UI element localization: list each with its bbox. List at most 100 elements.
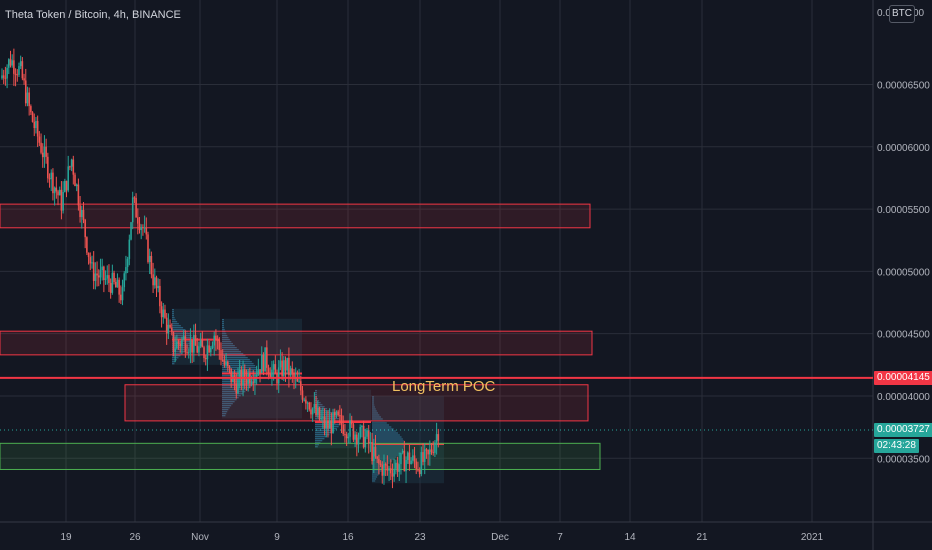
candle-body [181, 339, 183, 347]
candle-body [33, 121, 36, 129]
candle-body [269, 373, 272, 378]
candle-body [60, 189, 63, 211]
candle-body [80, 209, 83, 218]
candle-body [145, 227, 148, 235]
candle-body [41, 152, 44, 158]
candle-body [69, 166, 71, 168]
candle-body [259, 369, 261, 374]
candle-countdown: 02:43:28 [874, 438, 919, 453]
candle-body [4, 77, 7, 79]
candle-body [215, 335, 217, 340]
candle-body [82, 209, 85, 220]
candle-body [371, 441, 373, 462]
candle-body [125, 267, 127, 274]
candle-body [316, 407, 319, 415]
candle-body [228, 365, 231, 369]
candle-body [415, 461, 418, 470]
candle-body [167, 324, 170, 334]
candle-body [369, 441, 372, 444]
candle-body [252, 382, 255, 384]
y-tick-label: 0.00003500 [877, 454, 930, 465]
y-tick-label: 0.00005000 [877, 267, 930, 278]
candle-body [350, 420, 353, 425]
candle-body [65, 180, 68, 191]
candle-body [14, 73, 17, 75]
candle-body [94, 273, 97, 281]
candle-body [296, 377, 299, 382]
candle-body [379, 463, 382, 466]
candle-body [114, 281, 117, 288]
candle-body [164, 309, 166, 318]
candle-body [216, 339, 219, 341]
candle-body [417, 469, 419, 471]
candle-body [176, 341, 178, 349]
candle-body [306, 402, 309, 404]
candle-body [123, 273, 126, 288]
candle-body [58, 189, 61, 196]
candle-body [420, 452, 423, 475]
x-tick-label: 9 [274, 532, 280, 543]
candle-body [339, 415, 341, 417]
candle-body [330, 420, 333, 434]
candle-body [305, 399, 307, 404]
candle-body [101, 266, 103, 271]
x-tick-label: 16 [342, 532, 354, 543]
candle-body [87, 252, 90, 258]
candle-body [429, 449, 431, 455]
candle-body [235, 383, 238, 394]
candle-body [395, 462, 397, 469]
candle-body [362, 425, 365, 448]
candle-body [148, 255, 151, 262]
candle-body [303, 399, 305, 401]
candle-body [283, 360, 285, 377]
red-zone-middle [0, 330, 593, 356]
candle-body [398, 464, 401, 472]
y-tick-label: 0.00006500 [877, 81, 930, 92]
x-tick-label: 19 [60, 532, 72, 543]
candle-body [182, 336, 185, 340]
candle-body [271, 369, 273, 378]
candle-body [135, 198, 137, 218]
candle-body [137, 217, 139, 224]
candle-body [142, 227, 144, 229]
candle-body [383, 463, 385, 476]
candle-body [40, 142, 42, 153]
candle-body [359, 427, 362, 438]
candle-body [92, 262, 95, 281]
candle-body [1, 75, 3, 79]
candle-body [7, 59, 10, 68]
candle-body [225, 361, 227, 365]
candle-body [104, 278, 107, 281]
candle-body [121, 287, 124, 301]
candle-body [208, 345, 210, 353]
candle-body [344, 434, 346, 436]
candle-body [50, 172, 53, 180]
candle-body [194, 335, 197, 346]
candle-body [143, 227, 146, 229]
candle-body [169, 324, 171, 328]
candle-body [233, 375, 236, 384]
candle-body [187, 352, 190, 354]
candle-body [401, 450, 404, 453]
candle-body [155, 277, 158, 289]
candle-body [70, 159, 73, 167]
candle-body [152, 274, 154, 286]
candle-body [218, 340, 221, 351]
candle-body [140, 227, 143, 231]
candle-body [378, 458, 380, 464]
candle-body [299, 381, 302, 391]
candle-body [226, 361, 229, 366]
candle-body [52, 172, 54, 194]
candle-body [184, 336, 187, 353]
red-zone-upper [0, 203, 591, 229]
candle-body [11, 60, 13, 66]
candle-body [223, 360, 226, 365]
candle-body [199, 340, 202, 347]
candle-body [221, 359, 224, 361]
candle-body [55, 187, 58, 192]
x-tick-label: 23 [414, 532, 426, 543]
currency-badge[interactable]: BTC [889, 5, 915, 23]
candle-body [201, 340, 204, 348]
candle-body [323, 416, 326, 429]
